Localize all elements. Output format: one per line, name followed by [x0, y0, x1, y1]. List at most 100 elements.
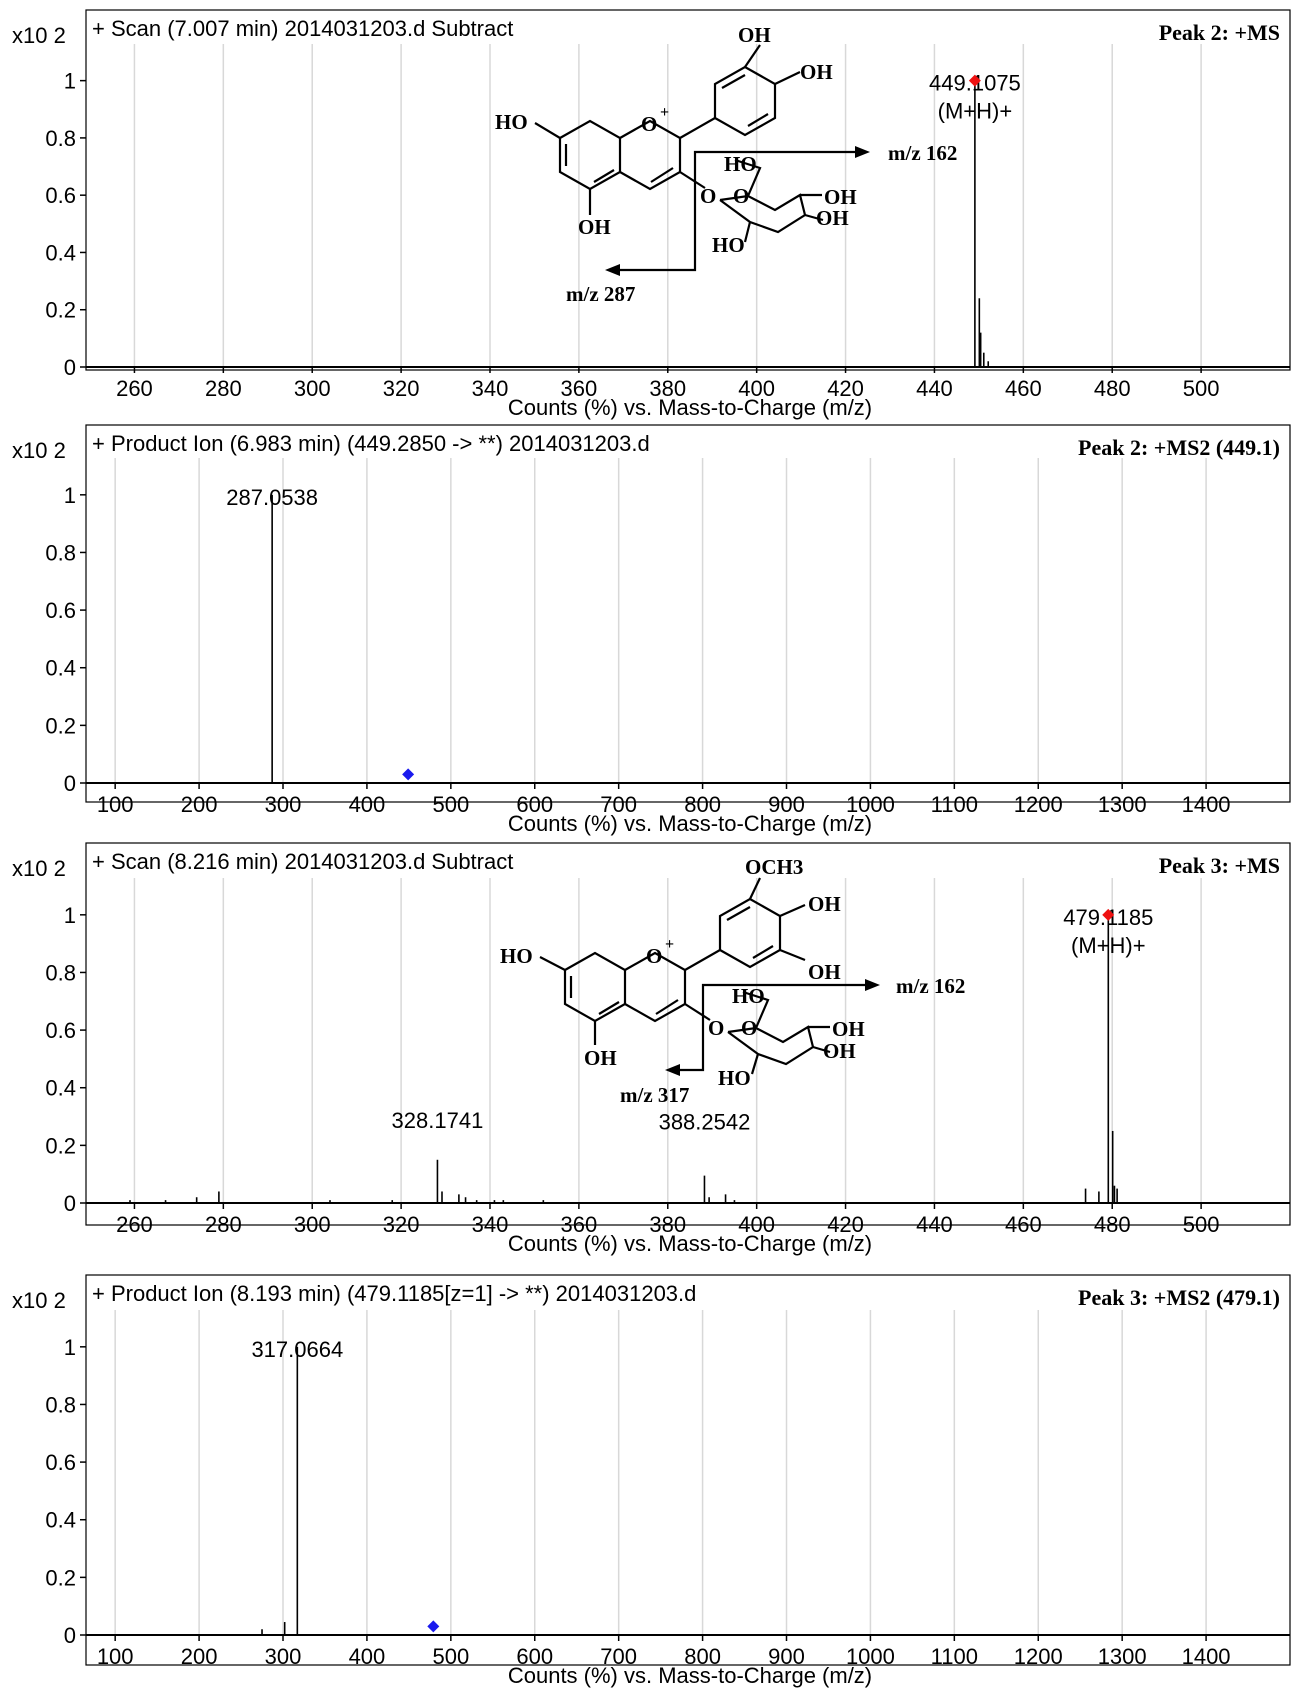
y-tick-label: 1 — [64, 483, 76, 508]
label-o-plus: O — [641, 112, 657, 136]
och3-main: OCH3 — [745, 855, 803, 879]
x-tick-label: 700 — [600, 1644, 637, 1669]
y-tick-label: 0.6 — [45, 598, 76, 623]
c-ring-double — [650, 167, 674, 183]
precursor-marker — [1102, 908, 1115, 921]
a-ring-bond — [558, 119, 622, 191]
label-right-oh: OH — [800, 60, 833, 84]
a-ring-double — [593, 169, 615, 183]
precursor-marker — [402, 768, 415, 781]
x-tick-label: 600 — [516, 1644, 553, 1669]
arrowhead-162 — [855, 146, 870, 158]
frag-arrow-287 — [615, 185, 697, 272]
sugar-side-bond — [734, 158, 762, 197]
frag-arrow-162 — [701, 983, 870, 1018]
label-sugar-ho-bottom: HO — [712, 233, 745, 257]
x-tick-label: 300 — [294, 376, 331, 401]
y-tick-label: 0.2 — [45, 1133, 76, 1158]
x-tick-label: 440 — [916, 376, 953, 401]
x-tick-label: 100 — [97, 1644, 134, 1669]
y-tick-label: 0.6 — [45, 1450, 76, 1475]
a-ring-double — [598, 1001, 620, 1015]
y-tick-label: 0.8 — [45, 126, 76, 151]
x-tick-label: 440 — [916, 1212, 953, 1237]
x-tick-label: 260 — [116, 376, 153, 401]
b-ring-link — [684, 949, 721, 971]
label-right-oh: OH — [808, 892, 841, 916]
y-tick-label: 0 — [64, 771, 76, 796]
label-ring-o: O — [741, 1016, 757, 1040]
x-tick-label: 380 — [649, 1212, 686, 1237]
x-axis-title: Counts (%) vs. Mass-to-Charge (m/z) — [508, 811, 872, 836]
x-tick-label: 1400 — [1182, 1644, 1231, 1669]
panel-header: + Scan (8.216 min) 2014031203.d Subtract — [92, 849, 513, 874]
panel-frame — [85, 1274, 1291, 1666]
label-bottom-oh: OH — [578, 215, 611, 239]
x-tick-label: 1100 — [931, 1644, 978, 1669]
a-ring-bond — [563, 951, 627, 1023]
peak-annotation: (M+H)+ — [1071, 933, 1146, 958]
fragment-label-162: m/z 162 — [888, 141, 957, 165]
x-tick-label: 600 — [516, 792, 553, 817]
sugar-ring-bond — [719, 193, 807, 234]
c-ring-double — [655, 999, 679, 1015]
peak-label: Peak 2: +MS — [1159, 20, 1280, 45]
x-tick-label: 400 — [349, 1644, 386, 1669]
y-multiplier-label: x10 2 — [12, 438, 66, 463]
y-tick-label: 1 — [64, 903, 76, 928]
b-ring-bond — [713, 65, 777, 137]
fragment-label-287: m/z 287 — [566, 282, 635, 306]
label-sugar-oh2: OH — [816, 206, 849, 230]
x-tick-label: 900 — [768, 792, 805, 817]
x-tick-label: 260 — [116, 1212, 153, 1237]
peak-annotation: (M+H)+ — [938, 99, 1013, 124]
y-multiplier-label: x10 2 — [12, 1288, 66, 1313]
x-tick-label: 300 — [294, 1212, 331, 1237]
sugar-ho-bond — [750, 1053, 760, 1075]
fragment-label-162: m/z 162 — [896, 974, 965, 998]
b-ring-double — [726, 906, 751, 921]
peak-annotation: 388.2542 — [659, 1110, 751, 1135]
y-tick-label: 0 — [64, 355, 76, 380]
y-tick-label: 0.4 — [45, 1076, 76, 1101]
x-tick-label: 320 — [383, 1212, 420, 1237]
y-tick-label: 0.4 — [45, 240, 76, 265]
x-tick-label: 1300 — [1098, 792, 1147, 817]
och3-bond — [749, 877, 761, 900]
y-tick-label: 0.8 — [45, 540, 76, 565]
label-sugar-oh2: OH — [823, 1039, 856, 1063]
label-lower-oh: OH — [808, 960, 841, 984]
oh-bond — [744, 44, 761, 68]
x-tick-label: 340 — [472, 376, 509, 401]
x-tick-label: 1200 — [1014, 1644, 1063, 1669]
x-tick-label: 1100 — [931, 792, 978, 817]
sugar-side-bond — [742, 990, 770, 1029]
label-link-o: O — [700, 184, 716, 208]
x-tick-label: 800 — [684, 1644, 721, 1669]
x-tick-label: 900 — [768, 1644, 805, 1669]
x-tick-label: 420 — [827, 1212, 864, 1237]
x-tick-label: 400 — [738, 1212, 775, 1237]
label-plus: + — [665, 936, 674, 953]
x-tick-label: 460 — [1005, 1212, 1042, 1237]
precursor-marker — [427, 1620, 440, 1633]
label-sugar-ho-top: HO — [732, 984, 765, 1008]
oh-bond — [774, 71, 801, 85]
c-ring-bond — [624, 951, 687, 1023]
y-multiplier-label: x10 2 — [12, 23, 66, 48]
spectrum-panel-2: 0 0.2 0.4 0.6 0.8 1 x10 2 100 200 300 400 500 600 700… — [12, 424, 1291, 836]
x-tick-label: 200 — [181, 1644, 218, 1669]
x-tick-label: 200 — [181, 792, 218, 817]
y-tick-label: 0.4 — [45, 656, 76, 681]
frag-arrow-162 — [693, 150, 860, 185]
x-tick-label: 380 — [649, 376, 686, 401]
peak-label: Peak 2: +MS2 (449.1) — [1078, 435, 1280, 460]
x-tick-label: 300 — [265, 792, 302, 817]
sugar-ring-bond — [727, 1025, 815, 1066]
spectrum-panel-4: 0 0.2 0.4 0.6 0.8 1 x10 2 100 200 300 400 500 600 700… — [12, 1274, 1291, 1688]
arrowhead-162 — [865, 979, 880, 991]
arrowhead-287 — [605, 264, 620, 276]
x-tick-label: 500 — [432, 1644, 469, 1669]
b-ring-double — [752, 945, 774, 959]
